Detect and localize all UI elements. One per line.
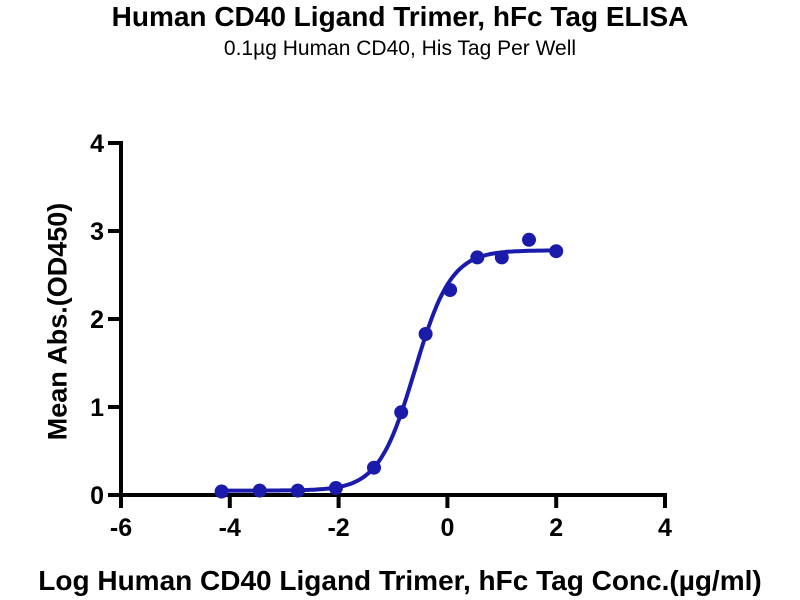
y-tick-label: 2 bbox=[90, 306, 104, 334]
data-point bbox=[252, 483, 267, 498]
data-point bbox=[214, 484, 229, 499]
data-point bbox=[549, 244, 564, 259]
x-tick-label: -6 bbox=[110, 514, 132, 542]
y-tick-label: 0 bbox=[90, 482, 104, 510]
x-tick-label: 0 bbox=[440, 514, 454, 542]
x-tick-label: -2 bbox=[327, 514, 349, 542]
data-point bbox=[367, 460, 381, 475]
x-tick-label: -4 bbox=[219, 514, 241, 542]
chart-title: Human CD40 Ligand Trimer, hFc Tag ELISA bbox=[111, 1, 689, 32]
chart-subtitle: 0.1µg Human CD40, His Tag Per Well bbox=[223, 37, 577, 60]
y-tick-label: 1 bbox=[90, 394, 104, 422]
x-tick-label: 2 bbox=[549, 514, 563, 542]
data-point bbox=[470, 250, 485, 265]
data-point bbox=[494, 250, 509, 265]
data-point bbox=[290, 483, 305, 498]
y-tick-label: 4 bbox=[90, 130, 104, 158]
x-axis-label: Log Human CD40 Ligand Trimer, hFc Tag Co… bbox=[38, 565, 762, 596]
data-point bbox=[394, 405, 409, 420]
y-axis-label: Mean Abs.(OD450) bbox=[42, 202, 73, 441]
y-tick-label: 3 bbox=[90, 218, 104, 246]
data-point bbox=[328, 481, 343, 495]
x-tick-label: 4 bbox=[658, 514, 672, 542]
fit-curve bbox=[219, 248, 559, 493]
data-point bbox=[443, 283, 458, 297]
data-point bbox=[418, 327, 433, 341]
data-point bbox=[522, 232, 536, 247]
